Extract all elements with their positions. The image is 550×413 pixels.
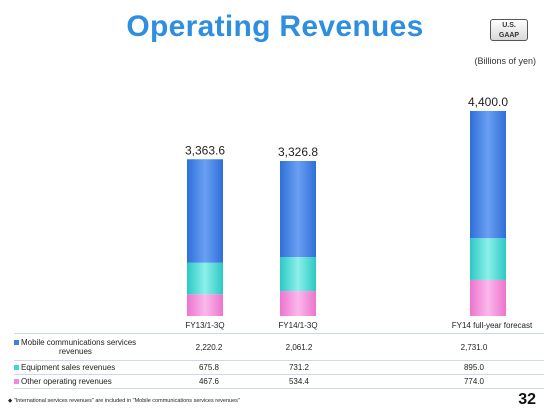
cell-mobile-fy14: 2,061.2: [285, 342, 313, 352]
cell-other-fy13: 467.6: [198, 377, 220, 386]
row-label-equipment-a: Equipment sales revenues: [21, 363, 116, 372]
bar-other-1: [280, 291, 316, 316]
cell-equipment-fy14: 731.2: [288, 363, 310, 372]
data-table: Mobile communications services revenues …: [14, 333, 544, 389]
cell-mobile-forecast: 2,731.0: [460, 342, 488, 352]
cell-mobile-fy13: 2,220.2: [195, 342, 223, 352]
page-number: 32: [518, 391, 536, 408]
row-label-equipment: Equipment sales revenues: [14, 361, 164, 375]
unit-label: (Billions of yen): [474, 56, 536, 66]
bar-mobile-1: [280, 160, 316, 258]
badge-line1: U.S.: [502, 22, 516, 29]
total-label-1: 3,326.8: [278, 145, 318, 159]
legend-swatch-other: [14, 379, 19, 385]
legend-swatch-mobile: [14, 340, 19, 346]
table-row-mobile: Mobile communications services revenues …: [14, 333, 544, 361]
bar-equipment-1: [280, 257, 316, 292]
category-label-1: FY14/1-3Q: [278, 321, 317, 330]
bar-equipment-0: [187, 262, 223, 295]
stacked-bar-chart: 3,363.6 FY13/1-3Q 3,326.8 FY14/1-3Q 4,400.0 F…: [185, 95, 533, 330]
row-label-mobile-a: Mobile communications services: [21, 338, 137, 347]
page-title: Operating Revenues: [126, 10, 424, 43]
bar-mobile-0: [187, 159, 223, 263]
bar-other-2: [470, 279, 506, 316]
cell-other-forecast: 774.0: [463, 377, 485, 386]
bar-mobile-2: [470, 110, 506, 239]
table-row-equipment: Equipment sales revenues 675.8 731.2 895…: [14, 360, 544, 375]
row-label-mobile: Mobile communications services revenues: [14, 334, 164, 361]
badge-line2: GAAP: [498, 32, 520, 39]
bar-equipment-2: [470, 238, 506, 280]
us-gaap-badge: U.S. GAAP: [490, 19, 528, 41]
table-row-other: Other operating revenues 467.6 534.4 774…: [14, 374, 544, 389]
row-label-mobile-b: revenues: [59, 347, 92, 356]
category-label-0: FY13/1-3Q: [185, 321, 224, 330]
total-label-2: 4,400.0: [468, 95, 508, 109]
footnote: ◆ "International services revenues" are …: [8, 398, 240, 404]
cell-equipment-fy13: 675.8: [198, 363, 220, 372]
row-label-other-a: Other operating revenues: [21, 377, 112, 386]
total-label-0: 3,363.6: [185, 143, 225, 157]
cell-other-fy14: 534.4: [288, 377, 310, 386]
bar-other-0: [187, 294, 223, 316]
row-label-other: Other operating revenues: [14, 375, 164, 389]
cell-equipment-forecast: 895.0: [463, 363, 485, 372]
category-label-2: FY14 full-year forecast: [452, 321, 533, 330]
legend-swatch-equipment: [14, 365, 19, 371]
